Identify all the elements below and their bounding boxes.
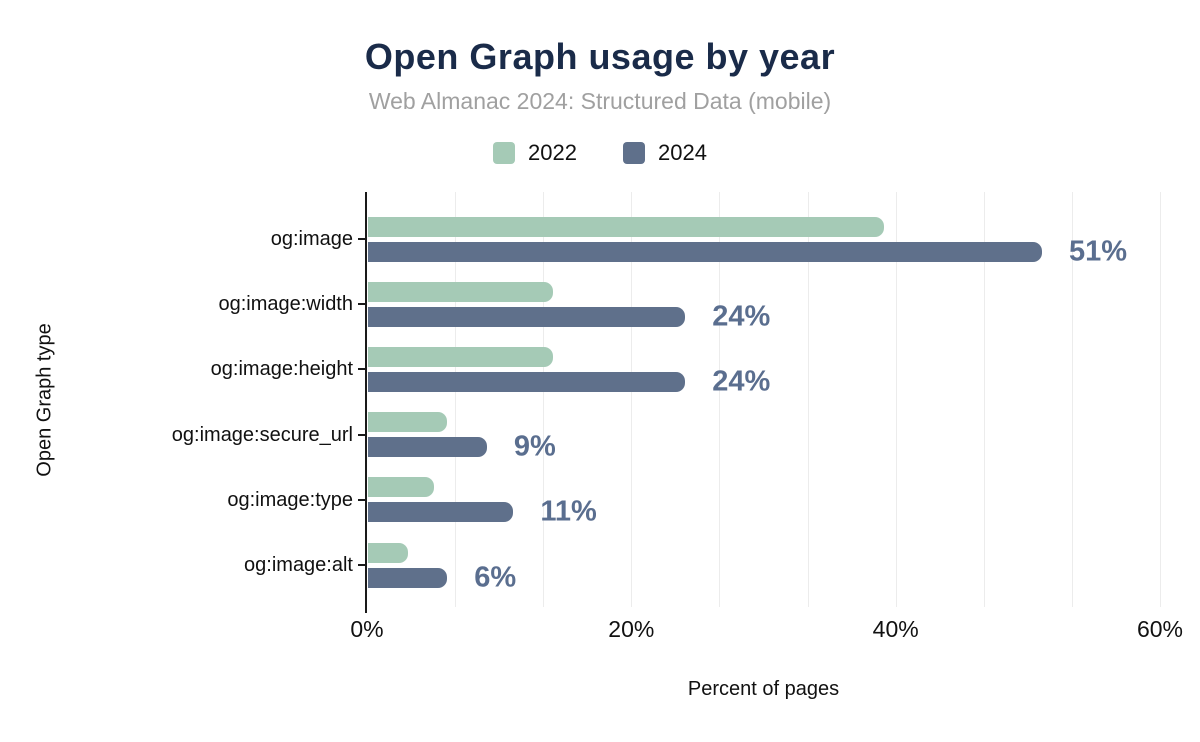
- legend-label-2022: 2022: [528, 140, 577, 165]
- x-tick-label: 20%: [608, 616, 655, 642]
- bar-2024-og:image:secure_url: [368, 437, 487, 458]
- legend-label-2024: 2024: [658, 140, 707, 165]
- legend-swatch-2024: [623, 142, 645, 164]
- category-tick: [358, 564, 366, 566]
- x-axis-title: Percent of pages: [687, 678, 840, 700]
- x-tick-label: 0%: [350, 616, 384, 642]
- category-tick: [358, 303, 366, 306]
- bar-2022-og:image:width: [368, 281, 553, 302]
- category-label: og:image:width: [218, 293, 353, 316]
- legend-item-2024: 2024: [623, 140, 707, 166]
- gridline: [631, 192, 633, 607]
- bar-2022-og:image: [368, 216, 884, 237]
- chart-subtitle: Web Almanac 2024: Structured Data (mobil…: [368, 88, 832, 114]
- bar-2022-og:image:height: [368, 346, 553, 367]
- gridline: [543, 192, 545, 607]
- category-tick: [358, 498, 366, 501]
- gridline: [1160, 192, 1161, 607]
- data-label-2024-og:image: 51%: [1069, 235, 1128, 267]
- category-label: og:image:height: [210, 358, 353, 381]
- legend-item-2022: 2022: [493, 140, 577, 166]
- category-tick: [358, 368, 366, 371]
- legend-swatch-2022: [493, 142, 516, 164]
- bar-2024-og:image:width: [368, 306, 686, 327]
- category-tick: [358, 433, 366, 436]
- bar-2022-og:image:alt: [368, 542, 408, 563]
- category-label: og:image: [270, 228, 353, 250]
- y-axis-line: [365, 192, 367, 613]
- category-tick: [358, 238, 366, 240]
- gridline: [807, 192, 809, 607]
- data-label-2024-og:image:type: 11%: [540, 495, 597, 528]
- category-labels: og:image og:image:width og:image:height og:…: [0, 192, 353, 607]
- category-label: og:image:type: [227, 488, 353, 511]
- x-tick-label: 40%: [872, 616, 919, 642]
- category-label: og:image:alt: [244, 554, 353, 576]
- data-label-2024-og:image:width: 24%: [712, 300, 771, 333]
- bar-2024-og:image:alt: [368, 567, 448, 588]
- bar-2024-og:image:type: [368, 502, 514, 523]
- bar-2024-og:image:height: [368, 371, 686, 392]
- x-tick-label: 60%: [1136, 616, 1184, 642]
- gridline: [895, 192, 897, 607]
- data-label-2024-og:image:secure_url: 9%: [513, 430, 556, 463]
- gridline: [983, 192, 985, 607]
- data-label-2024-og:image:height: 24%: [712, 365, 771, 398]
- gridline: [1071, 192, 1073, 607]
- gridline: [455, 192, 457, 607]
- bar-2024-og:image: [368, 241, 1042, 262]
- plot-area: 51% 24% 24% 9% 11% 6%: [367, 192, 1161, 607]
- data-label-2024-og:image:alt: 6%: [474, 561, 517, 593]
- legend: 2022 2024: [0, 140, 1200, 166]
- chart-title: Open Graph usage by year: [364, 36, 836, 77]
- bar-2022-og:image:type: [368, 477, 435, 498]
- bar-2022-og:image:secure_url: [368, 412, 448, 433]
- category-label: og:image:secure_url: [171, 423, 353, 446]
- gridline: [719, 192, 721, 607]
